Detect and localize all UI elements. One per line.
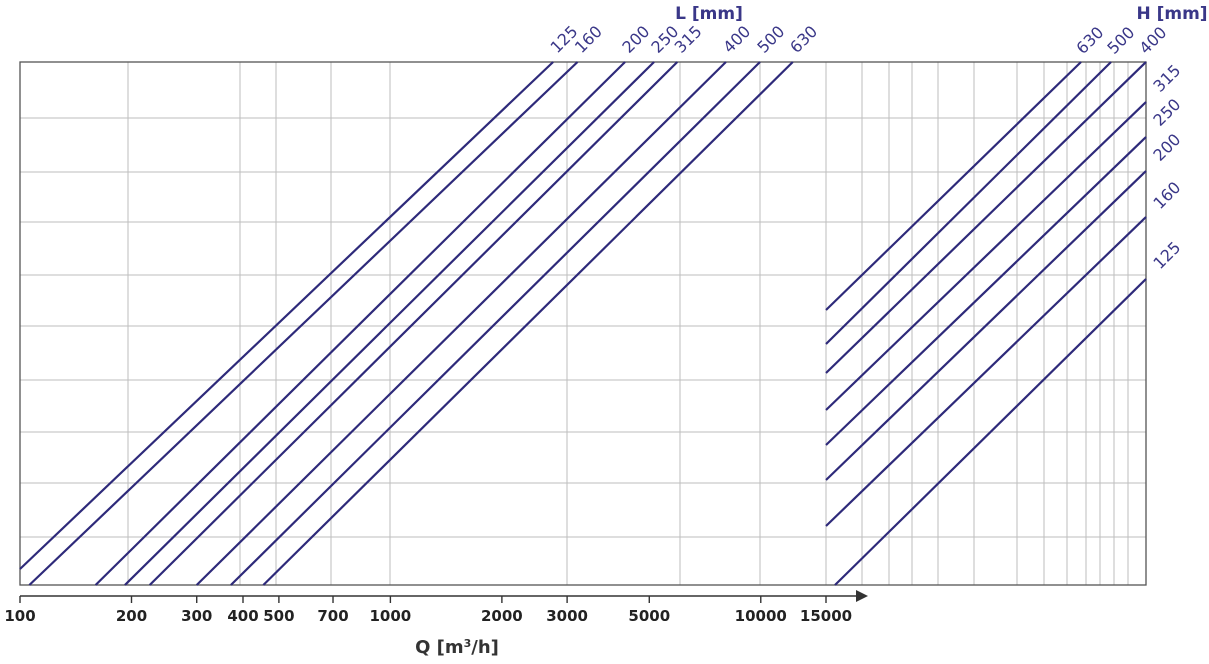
- series-label-L630: 630: [786, 22, 821, 57]
- series-line-L250: [124, 61, 655, 586]
- x-tick-label: 1000: [370, 607, 412, 625]
- x-tick-label: 700: [317, 607, 348, 625]
- x-tick-label: 2000: [481, 607, 523, 625]
- x-axis-title: Q [m3/h]: [415, 637, 499, 659]
- grid: [20, 62, 1146, 585]
- x-tick-label: 400: [227, 607, 258, 625]
- series-left-group: [19, 61, 794, 586]
- series-line-H125: [834, 278, 1147, 586]
- right-axis-title: H [mm]: [1136, 4, 1207, 24]
- x-axis-title-sup: 3: [464, 637, 472, 650]
- series-right-group: [825, 61, 1147, 586]
- x-tick-label: 100: [4, 607, 35, 625]
- series-line-H400: [825, 61, 1147, 374]
- x-tick-label: 5000: [628, 607, 670, 625]
- series-line-L630: [262, 61, 794, 586]
- x-tick-label: 3000: [546, 607, 588, 625]
- series-label-H125: 125: [1149, 238, 1184, 273]
- x-ticks: 100 200 300 400 500 700 1000 2000 3000 5000 10000 1…: [4, 596, 852, 625]
- x-tick-label: 300: [181, 607, 212, 625]
- left-axis-title: L [mm]: [675, 4, 743, 24]
- series-label-L500: 500: [753, 22, 788, 57]
- series-label-H400: 400: [1135, 23, 1170, 58]
- series-line-L315: [148, 61, 679, 586]
- series-label-L200: 200: [618, 22, 653, 57]
- series-line-H250: [825, 136, 1147, 446]
- series-label-H160: 160: [1149, 178, 1184, 213]
- x-axis-title-main: Q [m: [415, 637, 464, 658]
- series-label-L160: 160: [571, 22, 606, 57]
- series-label-H315: 315: [1149, 61, 1184, 96]
- series-label-H200: 200: [1149, 130, 1184, 165]
- series-line-H500: [825, 61, 1112, 345]
- x-axis-title-end: /h]: [471, 637, 499, 658]
- series-line-H200: [825, 170, 1147, 481]
- x-axis: 100 200 300 400 500 700 1000 2000 3000 5000 10000 1…: [4, 590, 868, 625]
- series-line-L125: [19, 61, 554, 570]
- series-line-L500: [230, 61, 761, 586]
- x-tick-label: 10000: [735, 607, 787, 625]
- x-tick-label: 200: [116, 607, 147, 625]
- x-tick-label: 15000: [800, 607, 852, 625]
- series-label-L315: 315: [671, 22, 706, 57]
- series-label-H250: 250: [1149, 95, 1184, 130]
- x-tick-label: 500: [263, 607, 294, 625]
- series-line-L400: [195, 61, 727, 586]
- series-line-L160: [28, 61, 579, 586]
- series-line-L200: [94, 61, 626, 586]
- series-line-H315: [825, 101, 1147, 411]
- x-axis-arrow-icon: [856, 590, 868, 602]
- series-line-H630: [825, 61, 1082, 311]
- series-label-H500: 500: [1103, 23, 1138, 58]
- series-label-L400: 400: [719, 22, 754, 57]
- series-line-H160: [825, 216, 1147, 527]
- series-label-H630: 630: [1072, 23, 1107, 58]
- plot-frame: [19, 61, 1147, 586]
